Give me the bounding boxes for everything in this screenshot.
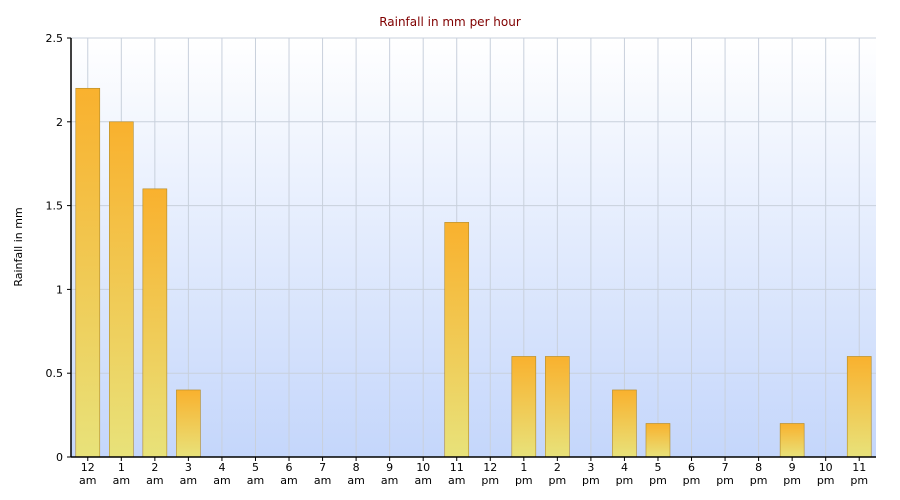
y-tick-label: 2 [56, 116, 63, 129]
x-tick-label: 12 am [79, 461, 96, 487]
bar [545, 356, 570, 458]
bar [511, 356, 537, 458]
x-tick-label: 10 pm [817, 461, 835, 487]
x-tick-label: 3 pm [582, 461, 600, 487]
x-tick-label: 3 am [180, 461, 197, 487]
x-tick-label: 11 am [448, 461, 465, 487]
bar [612, 389, 637, 458]
x-tick-label: 5 pm [649, 461, 667, 487]
x-tick-label: 8 pm [750, 461, 768, 487]
x-tick-label: 5 am [247, 461, 264, 487]
y-tick-label: 2.5 [46, 32, 64, 45]
bar [645, 423, 671, 458]
bar [75, 87, 101, 458]
plot-area [71, 38, 876, 457]
y-tick-label: 0.5 [46, 367, 64, 380]
x-tick-label: 2 am [146, 461, 163, 487]
x-tick-label: 11 pm [850, 461, 868, 487]
x-tick-label: 4 am [213, 461, 230, 487]
x-tick-label: 9 am [381, 461, 398, 487]
y-tick-label: 1.5 [46, 200, 64, 213]
bar [142, 188, 168, 458]
bar [176, 389, 201, 458]
x-tick-label: 1 pm [515, 461, 533, 487]
x-tick-label: 6 am [280, 461, 297, 487]
x-tick-label: 8 am [347, 461, 364, 487]
y-axis-label: Rainfall in mm [12, 207, 25, 286]
x-tick-label: 7 pm [716, 461, 734, 487]
bar [109, 121, 134, 458]
x-tick-label: 7 am [314, 461, 331, 487]
x-tick-label: 2 pm [549, 461, 567, 487]
bar [846, 356, 872, 458]
bar [779, 423, 805, 458]
x-tick-label: 4 pm [616, 461, 634, 487]
x-tick-label: 10 am [414, 461, 431, 487]
x-tick-label: 9 pm [783, 461, 801, 487]
bar [444, 222, 470, 458]
x-tick-label: 12 pm [481, 461, 499, 487]
x-tick-label: 1 am [113, 461, 130, 487]
x-tick-label: 6 pm [683, 461, 701, 487]
chart-title: Rainfall in mm per hour [379, 15, 521, 29]
y-tick-label: 0 [56, 451, 63, 464]
y-tick-label: 1 [56, 283, 63, 296]
